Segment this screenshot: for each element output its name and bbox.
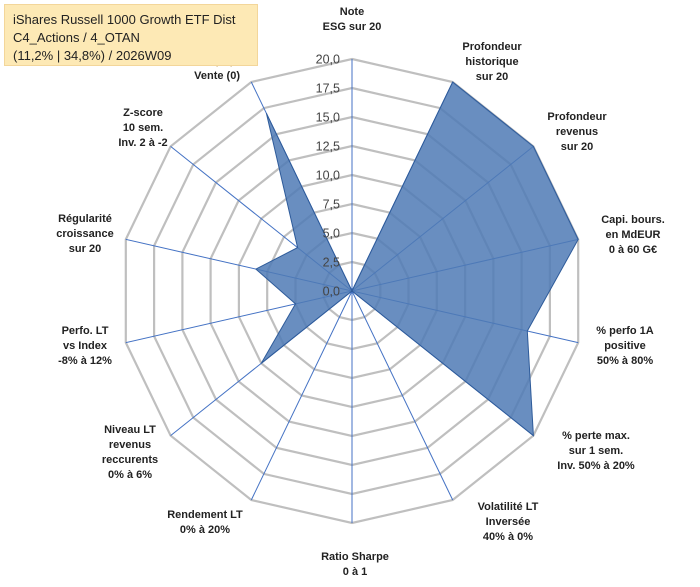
axis-label-8: Rendement LT 0% à 20%	[167, 509, 243, 536]
axis-label-10: Perfo. LT vs Index -8% à 12%	[58, 325, 112, 367]
tick-label-1: 2,5	[323, 256, 340, 270]
axis-label-0: Note ESG sur 20	[323, 6, 382, 33]
tick-label-2: 5,0	[323, 227, 340, 241]
axis-label-11: Régularité croissance sur 20	[56, 213, 113, 255]
title-line-3: (11,2% | 34,8%) / 2026W09	[13, 48, 172, 63]
tick-label-7: 17,5	[316, 82, 340, 96]
axis-label-9: Niveau LT revenus reccurents 0% à 6%	[102, 424, 158, 481]
tick-label-6: 15,0	[316, 111, 340, 125]
axis-label-6: Volatilité LT Inversée 40% à 0%	[478, 501, 539, 543]
axis-label-1: Profondeur historique sur 20	[462, 41, 522, 83]
tick-label-4: 10,0	[316, 169, 340, 183]
chart-title-box: iShares Russell 1000 Growth ETF Dist C4_…	[4, 4, 258, 66]
axis-labels: Note ESG sur 20 Profondeur historique sur 20…	[56, 6, 665, 578]
axis-spoke-6	[351, 290, 454, 501]
radial-tick-labels: 0,0 2,5 5,0 7,5 10,0 12,5 15,0 17,5 20,0	[316, 53, 340, 299]
axis-label-5: % perte max. sur 1 sem. Inv. 50% à 20%	[557, 430, 635, 472]
tick-label-8: 20,0	[316, 53, 340, 67]
axis-label-4: % perfo 1A positive 50% à 80%	[596, 325, 654, 367]
axis-spoke-8	[250, 290, 353, 501]
axis-label-3: Capi. bours. en MdEUR 0 à 60 G€	[601, 214, 665, 256]
title-line-2: C4_Actions / 4_OTAN	[13, 30, 140, 45]
tick-label-0: 0,0	[323, 285, 340, 299]
tick-label-5: 12,5	[316, 140, 340, 154]
title-line-1: iShares Russell 1000 Growth ETF Dist	[13, 12, 236, 27]
axis-label-2: Profondeur revenus sur 20	[547, 111, 607, 153]
axis-label-12: Z-score 10 sem. Inv. 2 à -2	[118, 107, 167, 149]
axis-label-7: Ratio Sharpe 0 à 1	[321, 551, 389, 578]
tick-label-3: 7,5	[323, 198, 340, 212]
data-series	[255, 81, 579, 437]
